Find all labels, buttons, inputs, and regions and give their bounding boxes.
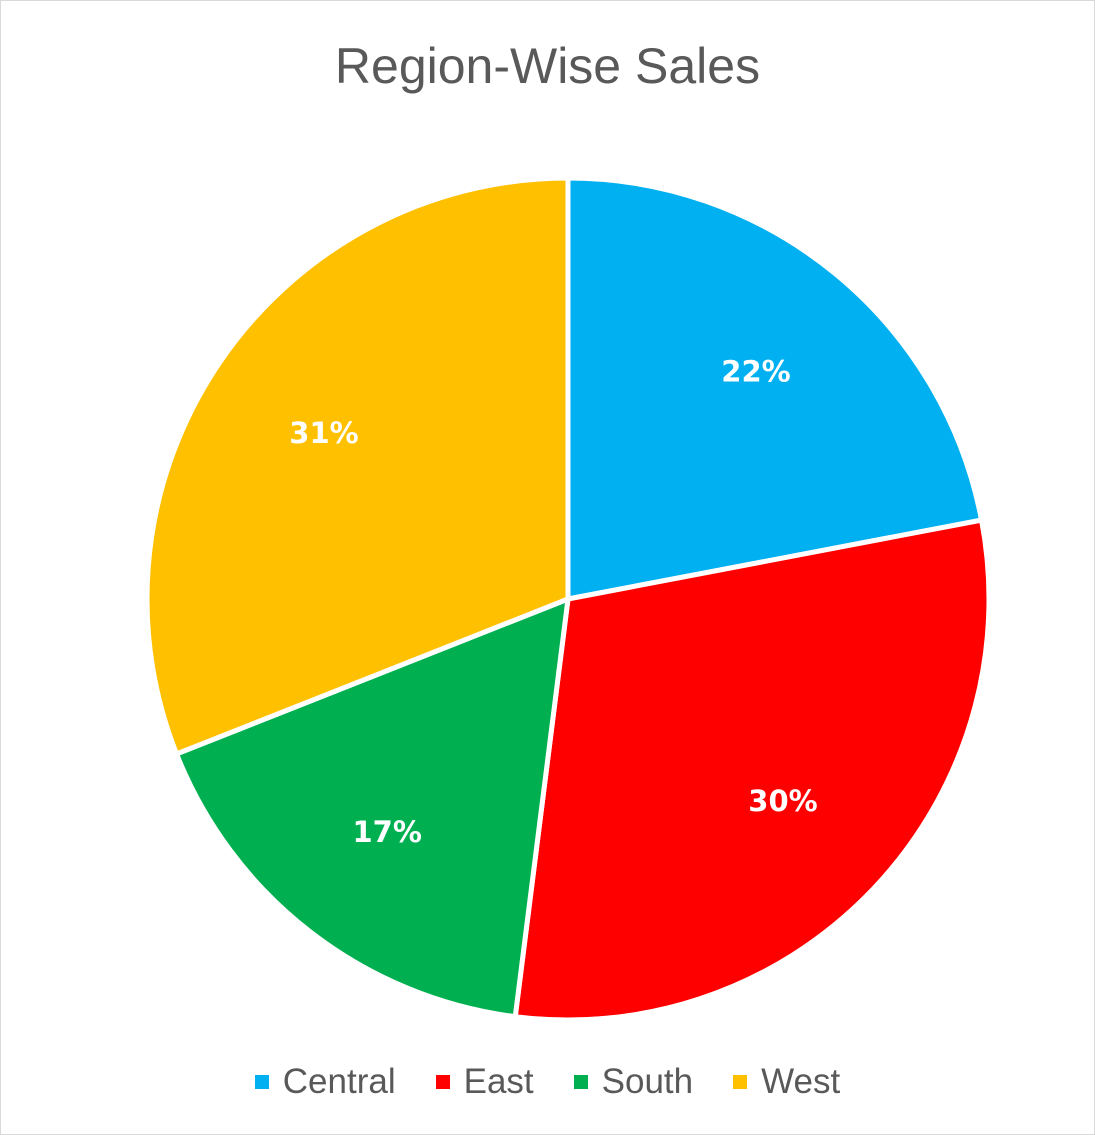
data-label-east: 30% bbox=[748, 784, 817, 818]
legend-swatch-south bbox=[573, 1074, 588, 1089]
pie-slice-south bbox=[174, 596, 571, 1020]
data-label-south: 17% bbox=[352, 815, 421, 849]
legend-entry-west: West bbox=[733, 1064, 840, 1099]
data-label-central: 22% bbox=[721, 355, 790, 389]
legend-swatch-west bbox=[733, 1074, 748, 1089]
pie-slice-central bbox=[565, 175, 985, 602]
legend-swatch-east bbox=[435, 1074, 450, 1089]
legend-label-central: Central bbox=[282, 1062, 396, 1101]
data-label-west: 31% bbox=[289, 416, 358, 450]
legend-label-south: South bbox=[601, 1062, 694, 1101]
pie-slice-west bbox=[144, 175, 571, 757]
legend: Central East South West bbox=[1, 1064, 1094, 1099]
legend-swatch-central bbox=[254, 1074, 269, 1089]
chart-title: Region-Wise Sales bbox=[334, 38, 761, 94]
legend-entry-central: Central bbox=[254, 1062, 396, 1101]
legend-label-east: East bbox=[463, 1062, 534, 1101]
legend-entry-east: East bbox=[435, 1062, 534, 1101]
pie-slice-east bbox=[512, 517, 992, 1023]
legend-entry-south: South bbox=[573, 1062, 694, 1101]
legend-label-west: West bbox=[761, 1062, 841, 1101]
